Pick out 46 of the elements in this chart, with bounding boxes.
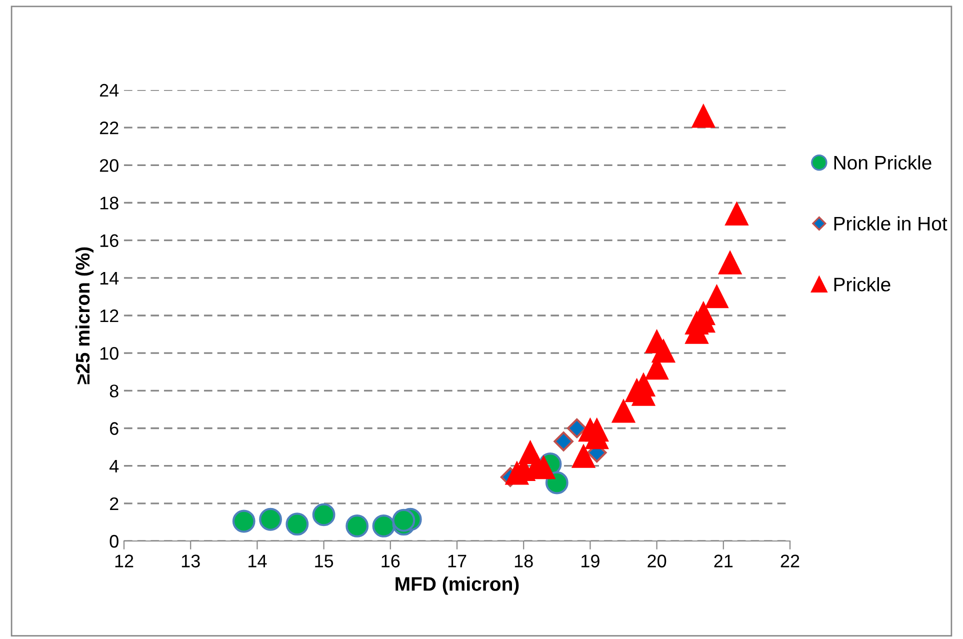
point bbox=[312, 503, 336, 526]
point bbox=[346, 514, 369, 538]
point bbox=[566, 418, 587, 438]
y-tick-label: 16 bbox=[100, 234, 118, 248]
x-tick-label: 22 bbox=[780, 554, 800, 568]
point bbox=[372, 514, 396, 538]
y-tick-label: 12 bbox=[100, 309, 118, 322]
x-tick-label: 20 bbox=[648, 554, 666, 568]
point bbox=[572, 444, 595, 468]
point bbox=[705, 285, 728, 308]
point bbox=[718, 251, 742, 274]
y-tick-label: 0 bbox=[110, 534, 118, 548]
x-axis-title: MFD (micron) bbox=[396, 576, 519, 595]
point bbox=[652, 340, 675, 363]
point bbox=[545, 471, 568, 494]
y-tick-label: 14 bbox=[100, 272, 119, 284]
x-tick-label: 16 bbox=[382, 554, 400, 568]
y-tick-label: 2 bbox=[110, 497, 118, 510]
x-tick-label: 15 bbox=[315, 554, 334, 568]
point bbox=[554, 432, 574, 452]
point bbox=[725, 202, 748, 226]
point bbox=[612, 400, 635, 423]
point bbox=[259, 508, 282, 531]
point bbox=[532, 456, 556, 480]
x-tick-label: 17 bbox=[448, 554, 466, 568]
x-tick-label: 21 bbox=[714, 554, 733, 568]
y-tick-label: 22 bbox=[100, 122, 118, 134]
y-tick-label: 24 bbox=[100, 84, 119, 97]
legend-label: Prickle in Hot bbox=[834, 216, 948, 231]
x-tick-label: 14 bbox=[248, 554, 267, 568]
y-tick-label: 20 bbox=[100, 159, 118, 172]
point bbox=[286, 512, 309, 536]
legend-label: Prickle bbox=[834, 277, 890, 292]
x-tick-label: 18 bbox=[514, 554, 533, 568]
legend-label: Non Prickle bbox=[834, 155, 932, 170]
y-tick-label: 18 bbox=[100, 196, 118, 210]
y-tick-label: 10 bbox=[100, 347, 118, 360]
y-tick-label: 6 bbox=[110, 422, 118, 435]
point bbox=[392, 508, 416, 532]
y-tick-label: 8 bbox=[110, 384, 118, 398]
point bbox=[692, 104, 715, 128]
point bbox=[232, 510, 256, 533]
y-tick-label: 4 bbox=[110, 460, 119, 472]
y-axis-title: ≥25 micron (%) bbox=[75, 247, 94, 384]
x-tick-label: 19 bbox=[582, 554, 600, 568]
x-tick-label: 13 bbox=[182, 554, 200, 568]
